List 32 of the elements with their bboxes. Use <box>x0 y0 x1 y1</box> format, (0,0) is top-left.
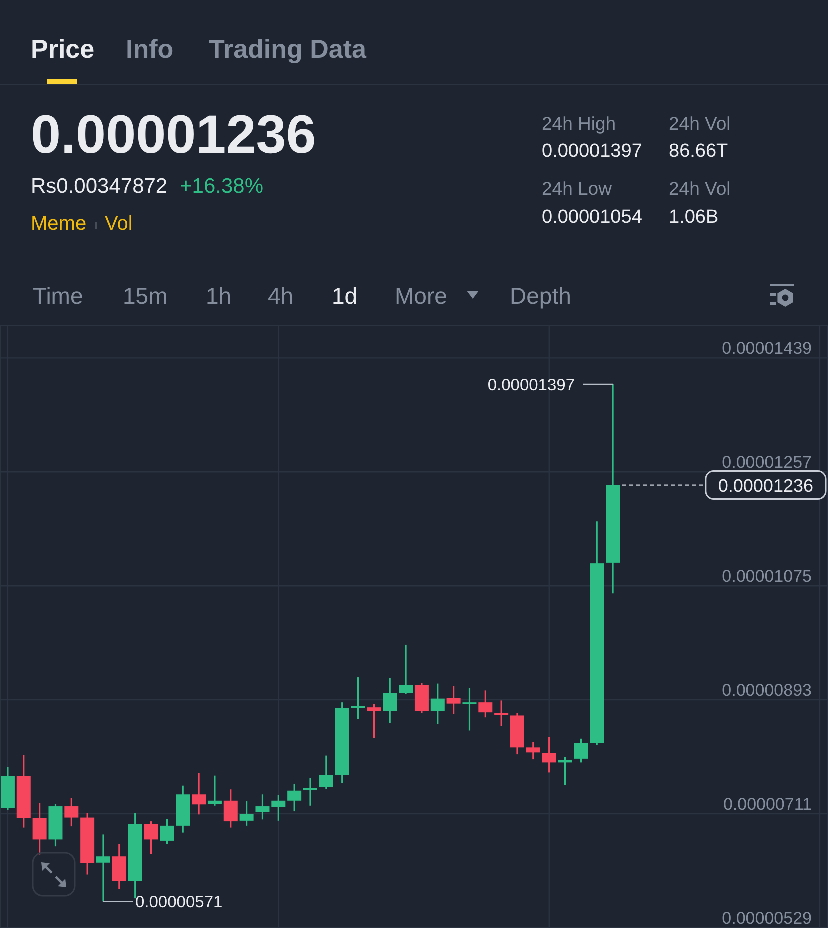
ref-line-label: 0.00001236 <box>718 476 814 496</box>
y-tick-label: 0.00001075 <box>722 567 812 586</box>
text: Price <box>31 34 95 64</box>
text: Time <box>33 283 84 309</box>
y-tick-label: 0.00000711 <box>723 795 812 814</box>
annotation: 0.00001397 <box>488 376 576 394</box>
text: 86.66T <box>669 141 729 162</box>
text: 0.00001236 <box>31 105 316 165</box>
text: 4h <box>268 283 294 309</box>
text: 24h Low <box>542 178 613 199</box>
text: 24h Vol <box>669 113 731 134</box>
text: 0.00001397 <box>542 141 642 162</box>
y-tick-label: 0.00001257 <box>722 453 812 472</box>
y-tick-label: 0.00000529 <box>722 909 812 928</box>
text: Depth <box>510 283 572 309</box>
text: 24h Vol <box>669 178 731 199</box>
text: Meme <box>31 213 87 235</box>
text: Info <box>126 34 174 64</box>
text: 1.06B <box>669 207 719 228</box>
text: 15m <box>123 283 168 309</box>
text: More <box>395 283 448 309</box>
text: 24h High <box>542 113 616 134</box>
text: 1d <box>332 283 358 309</box>
text: Vol <box>105 213 133 235</box>
text: Rs0.00347872 <box>31 175 168 198</box>
text: Trading Data <box>209 34 368 64</box>
text: 1h <box>206 283 232 309</box>
y-tick-label: 0.00000893 <box>722 681 812 700</box>
text: 0.00001054 <box>542 207 643 228</box>
y-tick-label: 0.00001439 <box>722 339 812 358</box>
annotation: 0.00000571 <box>136 894 223 912</box>
text: +16.38% <box>180 175 264 198</box>
